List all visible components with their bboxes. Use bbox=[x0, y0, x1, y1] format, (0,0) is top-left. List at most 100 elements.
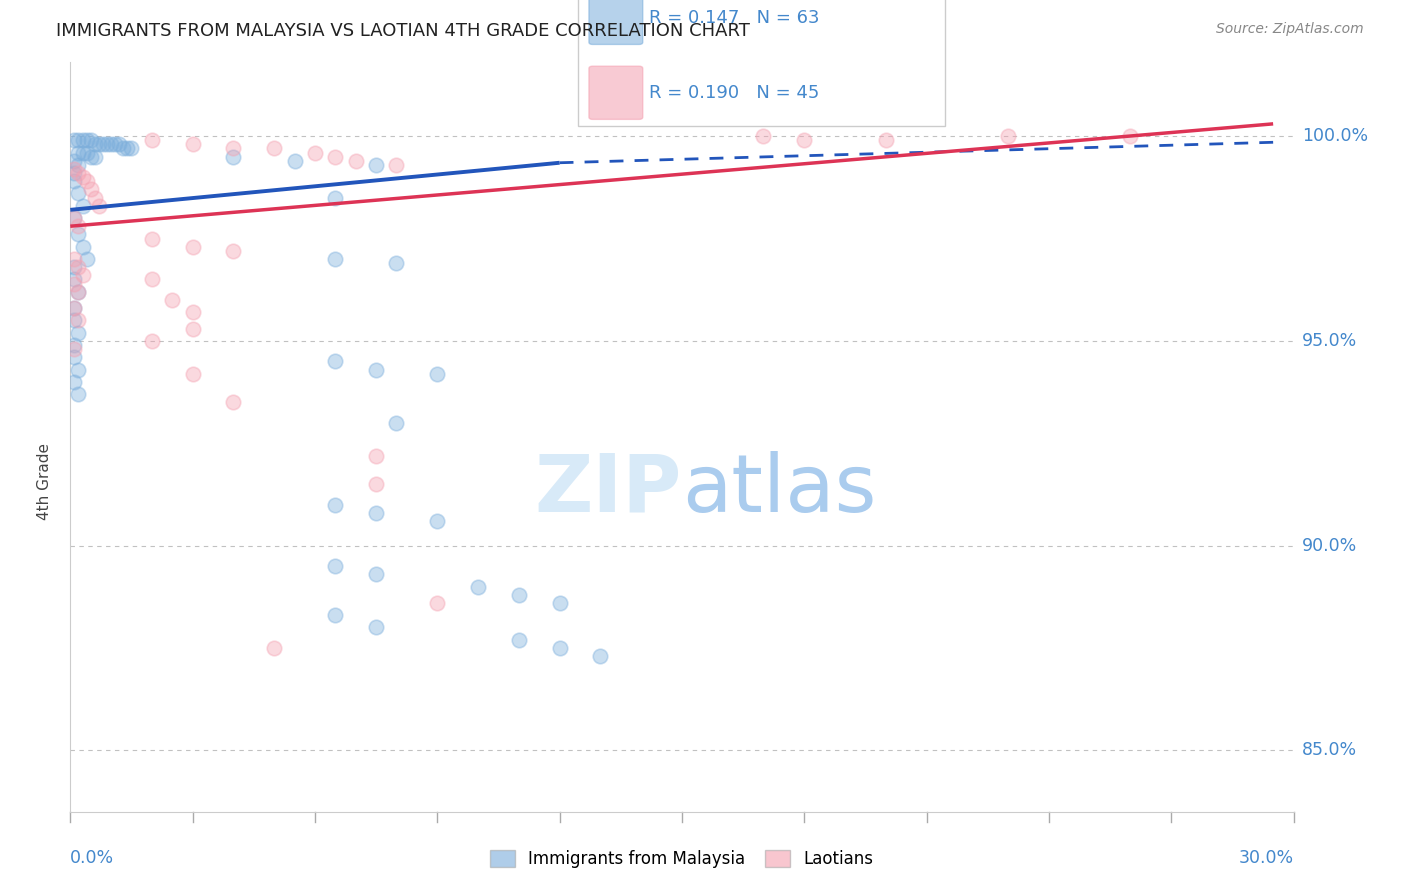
Text: 90.0%: 90.0% bbox=[1302, 537, 1357, 555]
Point bbox=[67, 326, 90, 340]
Point bbox=[67, 145, 90, 160]
Point bbox=[72, 145, 94, 160]
Point bbox=[793, 133, 815, 147]
Point bbox=[997, 129, 1019, 144]
Text: R = 0.190   N = 45: R = 0.190 N = 45 bbox=[650, 84, 820, 102]
Point bbox=[323, 559, 347, 574]
Point bbox=[67, 227, 90, 242]
Text: Source: ZipAtlas.com: Source: ZipAtlas.com bbox=[1216, 22, 1364, 37]
Point bbox=[76, 174, 98, 188]
Text: 95.0%: 95.0% bbox=[1302, 332, 1357, 350]
Point bbox=[121, 141, 143, 155]
Point bbox=[323, 190, 347, 204]
Point bbox=[63, 338, 86, 352]
Point bbox=[67, 260, 90, 275]
Point bbox=[63, 133, 86, 147]
Point bbox=[141, 133, 163, 147]
Point bbox=[83, 190, 105, 204]
Point bbox=[117, 141, 139, 155]
Text: 30.0%: 30.0% bbox=[1239, 848, 1294, 866]
FancyBboxPatch shape bbox=[578, 0, 945, 126]
Point bbox=[141, 231, 163, 245]
Text: ZIP: ZIP bbox=[534, 450, 682, 529]
Point bbox=[508, 588, 530, 602]
Point bbox=[72, 199, 94, 213]
Point bbox=[63, 350, 86, 364]
Point bbox=[141, 272, 163, 286]
Point bbox=[63, 301, 86, 315]
Point bbox=[222, 395, 245, 409]
Point bbox=[63, 166, 86, 180]
Point bbox=[63, 301, 86, 315]
Point bbox=[112, 141, 135, 155]
Point bbox=[366, 620, 388, 634]
Point bbox=[467, 580, 489, 594]
Point bbox=[63, 161, 86, 176]
Point bbox=[426, 367, 449, 381]
Point bbox=[63, 375, 86, 389]
Point bbox=[548, 640, 571, 655]
Point bbox=[63, 211, 86, 225]
Point bbox=[181, 305, 204, 319]
Point bbox=[87, 137, 110, 152]
Point bbox=[181, 240, 204, 254]
Point bbox=[63, 211, 86, 225]
Point bbox=[76, 133, 98, 147]
Point bbox=[752, 129, 775, 144]
Point bbox=[72, 240, 94, 254]
Point bbox=[323, 608, 347, 623]
Text: 4th Grade: 4th Grade bbox=[38, 443, 52, 520]
Point bbox=[222, 244, 245, 258]
Point bbox=[141, 334, 163, 348]
Point bbox=[63, 342, 86, 356]
Point bbox=[385, 158, 408, 172]
Point bbox=[79, 133, 103, 147]
Point bbox=[67, 313, 90, 327]
Point bbox=[548, 596, 571, 610]
Point bbox=[589, 649, 612, 664]
Point bbox=[63, 252, 86, 266]
Point bbox=[63, 272, 86, 286]
Text: 0.0%: 0.0% bbox=[70, 848, 114, 866]
Text: IMMIGRANTS FROM MALAYSIA VS LAOTIAN 4TH GRADE CORRELATION CHART: IMMIGRANTS FROM MALAYSIA VS LAOTIAN 4TH … bbox=[56, 22, 751, 40]
Point bbox=[323, 498, 347, 512]
Point bbox=[222, 150, 245, 164]
Point bbox=[76, 252, 98, 266]
FancyBboxPatch shape bbox=[589, 66, 643, 120]
Point bbox=[67, 285, 90, 299]
Point bbox=[104, 137, 127, 152]
Point bbox=[67, 158, 90, 172]
Point bbox=[304, 145, 326, 160]
Point bbox=[366, 567, 388, 582]
Point bbox=[108, 137, 131, 152]
Point bbox=[96, 137, 118, 152]
Point bbox=[87, 199, 110, 213]
FancyBboxPatch shape bbox=[589, 0, 643, 45]
Point bbox=[63, 313, 86, 327]
Point bbox=[508, 632, 530, 647]
Point bbox=[181, 367, 204, 381]
Point bbox=[875, 133, 897, 147]
Point bbox=[385, 416, 408, 430]
Point bbox=[100, 137, 122, 152]
Point bbox=[366, 477, 388, 491]
Point bbox=[67, 133, 90, 147]
Point bbox=[72, 268, 94, 283]
Point bbox=[181, 137, 204, 152]
Point bbox=[83, 137, 105, 152]
Point bbox=[263, 141, 285, 155]
Point bbox=[91, 137, 114, 152]
Point bbox=[67, 387, 90, 401]
Point bbox=[366, 506, 388, 520]
Text: R = 0.147   N = 63: R = 0.147 N = 63 bbox=[650, 9, 820, 27]
Point bbox=[366, 158, 388, 172]
Point bbox=[323, 252, 347, 266]
Point bbox=[63, 277, 86, 291]
Text: 85.0%: 85.0% bbox=[1302, 741, 1357, 759]
Point bbox=[323, 150, 347, 164]
Point bbox=[79, 182, 103, 196]
Point bbox=[385, 256, 408, 270]
Point bbox=[63, 260, 86, 275]
Point bbox=[67, 219, 90, 234]
Text: 100.0%: 100.0% bbox=[1302, 128, 1368, 145]
